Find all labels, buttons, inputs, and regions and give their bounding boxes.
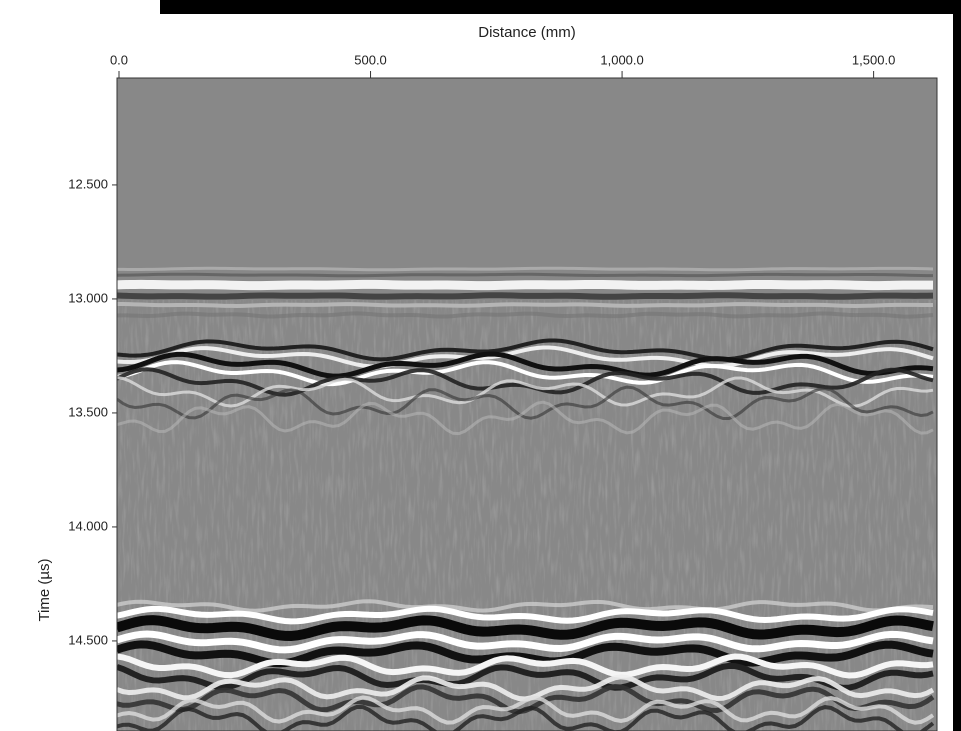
y-tick-label: 13.500 xyxy=(68,404,108,419)
y-tick-label: 14.500 xyxy=(68,632,108,647)
radar-band xyxy=(117,268,933,270)
radargram xyxy=(117,78,937,731)
radar-band xyxy=(117,304,933,306)
y-tick-label: 12.500 xyxy=(68,176,108,191)
chart: Distance (mm) Time (µs) 0.0 500.0 1,000.0 1… xyxy=(0,0,961,731)
window-bar xyxy=(160,0,961,14)
y-tick-label: 14.000 xyxy=(68,518,108,533)
radar-band xyxy=(117,274,933,276)
x-tick-label: 0.0 xyxy=(110,52,128,67)
y-axis-title: Time (µs) xyxy=(36,558,53,621)
x-tick-label: 500.0 xyxy=(354,52,387,67)
window-edge xyxy=(953,0,961,731)
radar-band xyxy=(117,295,933,297)
x-tick-label: 1,000.0 xyxy=(600,52,643,67)
y-tick-label: 13.000 xyxy=(68,290,108,305)
x-tick-label: 1,500.0 xyxy=(852,52,895,67)
page: {"chart_data": {"type": "heatmap", "xlab… xyxy=(0,0,961,731)
x-axis-title: Distance (mm) xyxy=(478,24,576,41)
radar-band xyxy=(117,284,933,285)
